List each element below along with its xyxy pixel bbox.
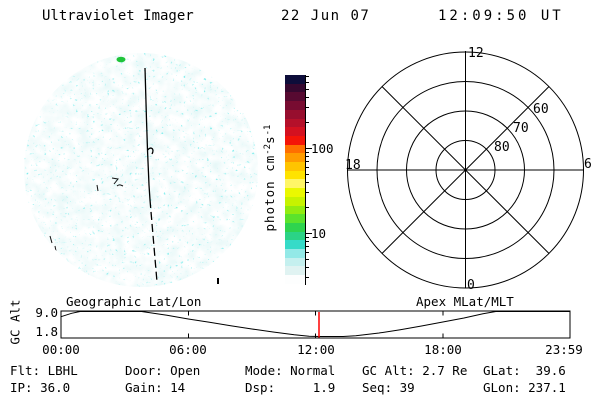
mlt-label-18: 18 (345, 158, 361, 173)
status-gain: Gain: 14 (125, 380, 186, 395)
timeline-frame (60, 310, 571, 339)
timeline-ylabel: GC Alt (7, 299, 23, 345)
xtick-1800: 18:00 (424, 342, 462, 357)
status-door: Door: Open (125, 363, 201, 378)
mlt-label-6: 6 (584, 157, 592, 172)
xtick-0600: 06:00 (169, 342, 207, 357)
uv-image-disk (24, 53, 258, 287)
colorbar-axis (305, 75, 314, 285)
status-flt: Flt: LBHL (10, 363, 78, 378)
mlt-label-0: 0 (467, 278, 475, 293)
status-mode: Mode: Normal (245, 363, 336, 378)
gc-alt-curve (60, 311, 570, 337)
mlat-label-80: 80 (494, 140, 510, 155)
gc-alt-timeline (60, 310, 571, 339)
terminator-line (144, 67, 158, 283)
instrument-title: Ultraviolet Imager (42, 8, 194, 24)
status-seq: Seq: 39 (362, 380, 415, 395)
status-gc-alt: GC Alt: 2.7 Re (362, 363, 468, 378)
image-artifact-marks (49, 177, 124, 252)
stray-mark (217, 278, 219, 284)
polar-spoke-diag2 (381, 86, 550, 254)
xtick-2359: 23:59 (545, 342, 583, 357)
mlat-label-60: 60 (533, 102, 549, 117)
disk-caption: Geographic Lat/Lon (66, 294, 202, 309)
xtick-0000: 00:00 (42, 342, 80, 357)
colorbar-tick-10: 10 (311, 226, 327, 241)
disk-speckle-bright (24, 53, 258, 287)
status-ip: IP: 36.0 (10, 380, 71, 395)
ytick-1_8: 1.8 (35, 324, 58, 339)
xtick-1200: 12:00 (297, 342, 335, 357)
status-dsp: Dsp: 1.9 (245, 380, 336, 395)
status-glon: GLon: 237.1 (483, 380, 566, 395)
colorbar (285, 75, 305, 284)
polar-caption: Apex MLat/MLT (416, 294, 514, 309)
status-glat: GLat: 39.6 (483, 363, 566, 378)
polar-grid: 12 18 6 0 80 70 60 (345, 46, 592, 293)
colorbar-unit-label: photon cm-2s-1 (262, 124, 277, 232)
colorbar-tick-100: 100 (311, 141, 334, 156)
bright-emission-spot (116, 56, 126, 63)
ytick-9: 9.0 (35, 305, 58, 320)
mlat-label-70: 70 (513, 121, 529, 136)
date-readout: 22 Jun 07 (281, 8, 371, 24)
mlt-label-12: 12 (468, 46, 484, 61)
time-readout: 12:09:50 UT (438, 8, 564, 24)
